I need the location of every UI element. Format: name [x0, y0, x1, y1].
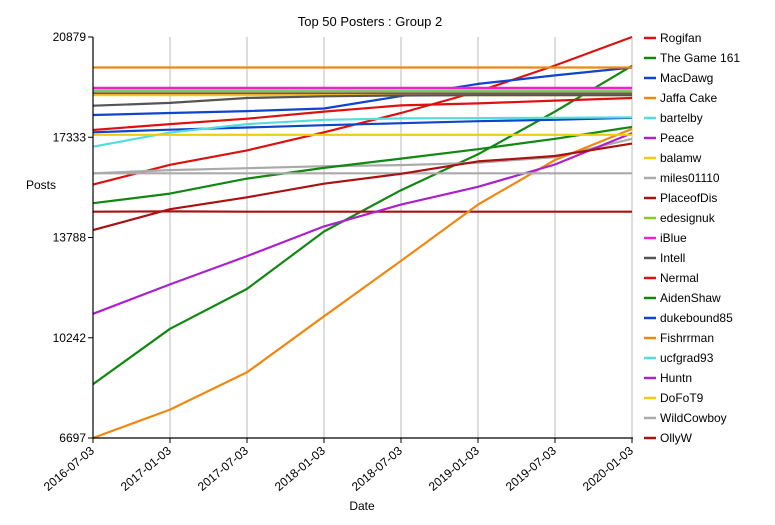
legend-label: Fishrrman [660, 331, 714, 345]
legend-label: dukebound85 [660, 311, 733, 325]
series-line-OllyW [92, 142, 633, 232]
series-line-MacDawg [92, 66, 633, 117]
legend-label: bartelby [660, 111, 703, 125]
x-tick-label: 2018-07-03 [349, 443, 405, 493]
legend-label: Huntn [660, 371, 692, 385]
grid [92, 37, 633, 438]
legend-label: miles01110 [660, 171, 720, 185]
legend-label: iBlue [660, 231, 687, 245]
series-line-ucfgrad93 [92, 116, 633, 148]
series-line-Huntn [92, 132, 633, 315]
series-line-Intell [92, 94, 632, 107]
x-tick-label: 2020-01-03 [580, 443, 636, 493]
y-tick-label: 20879 [53, 30, 87, 44]
y-tick-label: 10242 [53, 331, 87, 345]
x-tick-label: 2019-01-03 [426, 443, 482, 493]
series-line-miles01110 [92, 137, 633, 175]
x-tick-label: 2019-07-03 [503, 443, 559, 493]
x-tick-label: 2018-01-03 [272, 443, 328, 493]
series-lines [92, 35, 633, 440]
legend-label: AidenShaw [660, 291, 721, 305]
legend-label: ucfgrad93 [660, 351, 714, 365]
chart-title: Top 50 Posters : Group 2 [298, 14, 443, 29]
legend-label: OllyW [660, 431, 693, 445]
x-tick-label: 2017-01-03 [118, 443, 174, 493]
legend-label: Nermal [660, 271, 699, 285]
series-line-AidenShaw [92, 125, 633, 205]
y-tick-label: 13788 [53, 231, 87, 245]
x-tick-labels: 2016-07-03 2017-01-03 2017-07-03 2018-01-03… [41, 443, 636, 493]
y-axis-label: Posts [26, 178, 56, 192]
legend-label: Peace [660, 131, 694, 145]
series-line-Nermal [92, 96, 633, 132]
y-tick-label: 17333 [53, 130, 87, 144]
x-tick-label: 2016-07-03 [41, 443, 97, 493]
series-line-dukebound85 [92, 116, 633, 134]
legend-label: Jaffa Cake [660, 91, 717, 105]
series-line-Rogifan [92, 35, 633, 186]
x-axis-label: Date [349, 499, 375, 513]
legend-label: The Game 161 [660, 51, 740, 65]
legend-label: MacDawg [660, 71, 713, 85]
legend-label: DoFoT9 [660, 391, 704, 405]
legend-label: WildCowboy [660, 411, 727, 425]
legend-label: Intell [660, 251, 685, 265]
legend-label: PlaceofDis [660, 191, 717, 205]
legend-label: balamw [660, 151, 702, 165]
y-tick-label: 6697 [59, 431, 86, 445]
y-tick-labels: 6697 10242 13788 17333 20879 [53, 30, 87, 445]
legend-label: edesignuk [660, 211, 716, 225]
axes [88, 36, 633, 443]
legend: Rogifan The Game 161 MacDawg Jaffa Cake bart… [644, 31, 740, 445]
x-tick-label: 2017-07-03 [195, 443, 251, 493]
legend-label: Rogifan [660, 31, 701, 45]
